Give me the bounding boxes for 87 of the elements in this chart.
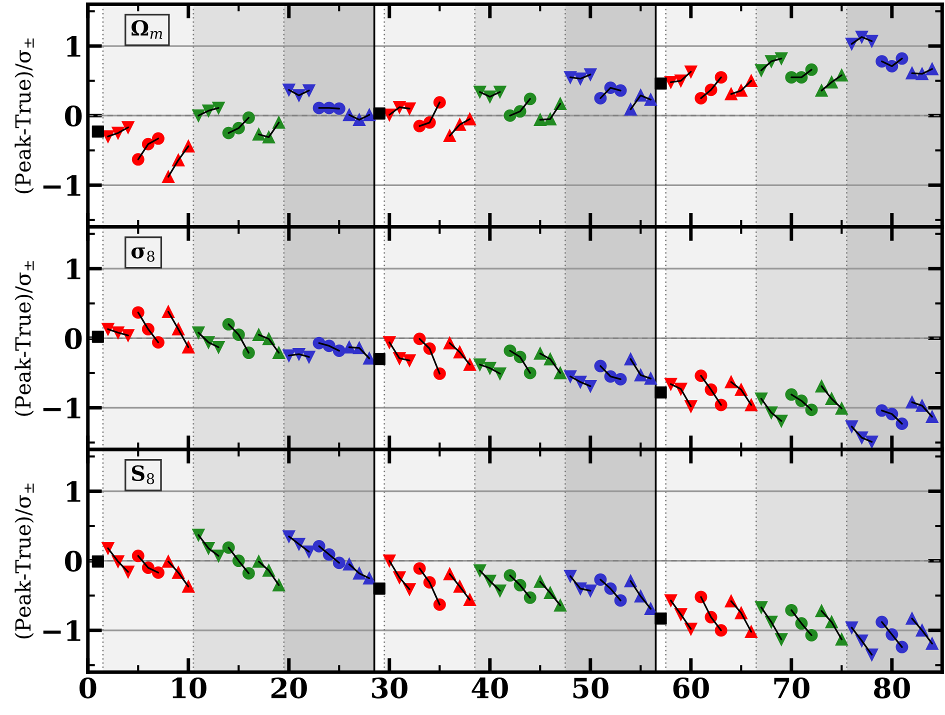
point: [744, 626, 758, 638]
point: [755, 392, 768, 405]
y-tick-label: −1: [43, 620, 80, 641]
x-tick-label: 10: [172, 677, 206, 698]
y-tick-label: −1: [43, 398, 80, 418]
point: [624, 103, 637, 116]
point: [92, 126, 104, 138]
y-tick-label: 1: [67, 481, 80, 502]
point: [845, 621, 858, 634]
point: [182, 580, 195, 593]
point: [474, 358, 486, 371]
point: [383, 554, 396, 568]
point: [222, 318, 235, 331]
point: [182, 340, 195, 354]
point: [122, 329, 134, 342]
point: [644, 93, 657, 106]
point: [413, 332, 426, 346]
y-tick-label: 1: [67, 36, 80, 57]
point: [684, 66, 698, 78]
x-tick-label: 40: [472, 677, 508, 698]
point: [835, 402, 848, 415]
annotation: Ω$_{m}$: [132, 20, 162, 39]
point: [212, 102, 225, 114]
point: [554, 599, 566, 612]
point: [714, 624, 728, 637]
y-axis-title: (Peak-True)/σ$_{±}$: [14, 261, 34, 416]
point: [92, 330, 104, 343]
x-tick-label: 60: [673, 677, 709, 698]
point: [282, 530, 296, 543]
point: [102, 322, 114, 336]
point: [383, 336, 396, 349]
x-tick-label: 30: [372, 677, 408, 698]
point: [835, 633, 848, 646]
point: [373, 107, 386, 120]
y-tick-label: 0: [65, 550, 82, 572]
x-tick-label: 50: [573, 677, 608, 698]
y-tick-label: 1: [67, 258, 80, 280]
point: [464, 358, 476, 371]
point: [815, 84, 828, 97]
point: [92, 555, 104, 568]
point: [724, 88, 738, 100]
point: [474, 564, 486, 577]
point: [373, 352, 386, 366]
point: [363, 572, 376, 584]
point: [775, 52, 788, 65]
point: [464, 594, 476, 606]
point: [282, 84, 296, 96]
point: [755, 601, 768, 614]
x-tick-label: 70: [774, 677, 810, 698]
point: [926, 410, 938, 424]
point: [162, 170, 175, 184]
y-tick-label: 0: [65, 106, 82, 127]
point: [584, 68, 597, 81]
point: [644, 372, 657, 385]
y-tick-label: 0: [65, 328, 82, 350]
point: [926, 637, 938, 650]
point: [694, 92, 708, 104]
point: [654, 78, 667, 90]
annotation: σ$_{8}$: [131, 247, 154, 262]
y-axis-title: (Peak-True)/σ$_{±}$: [14, 38, 34, 194]
point: [564, 370, 577, 383]
point: [564, 570, 577, 582]
annotation: S$_{8}$: [132, 465, 154, 484]
point: [433, 96, 446, 109]
point: [403, 102, 416, 115]
point: [272, 346, 286, 360]
point: [373, 582, 386, 595]
point: [654, 612, 667, 625]
point: [433, 598, 446, 611]
point: [524, 591, 536, 604]
point: [192, 528, 205, 542]
point: [584, 584, 597, 597]
point: [494, 86, 506, 98]
point: [654, 386, 667, 399]
point: [102, 542, 114, 555]
y-tick-label: −1: [43, 175, 80, 196]
x-tick-label: 80: [874, 677, 910, 698]
x-tick-label: 20: [271, 677, 307, 698]
point: [443, 130, 456, 142]
y-axis-title: (Peak-True)/σ$_{±}$: [14, 484, 34, 638]
point: [192, 326, 205, 339]
point: [664, 594, 678, 607]
point: [474, 86, 486, 98]
point: [554, 366, 566, 380]
point: [664, 378, 678, 390]
point: [272, 578, 286, 592]
point: [122, 121, 134, 134]
